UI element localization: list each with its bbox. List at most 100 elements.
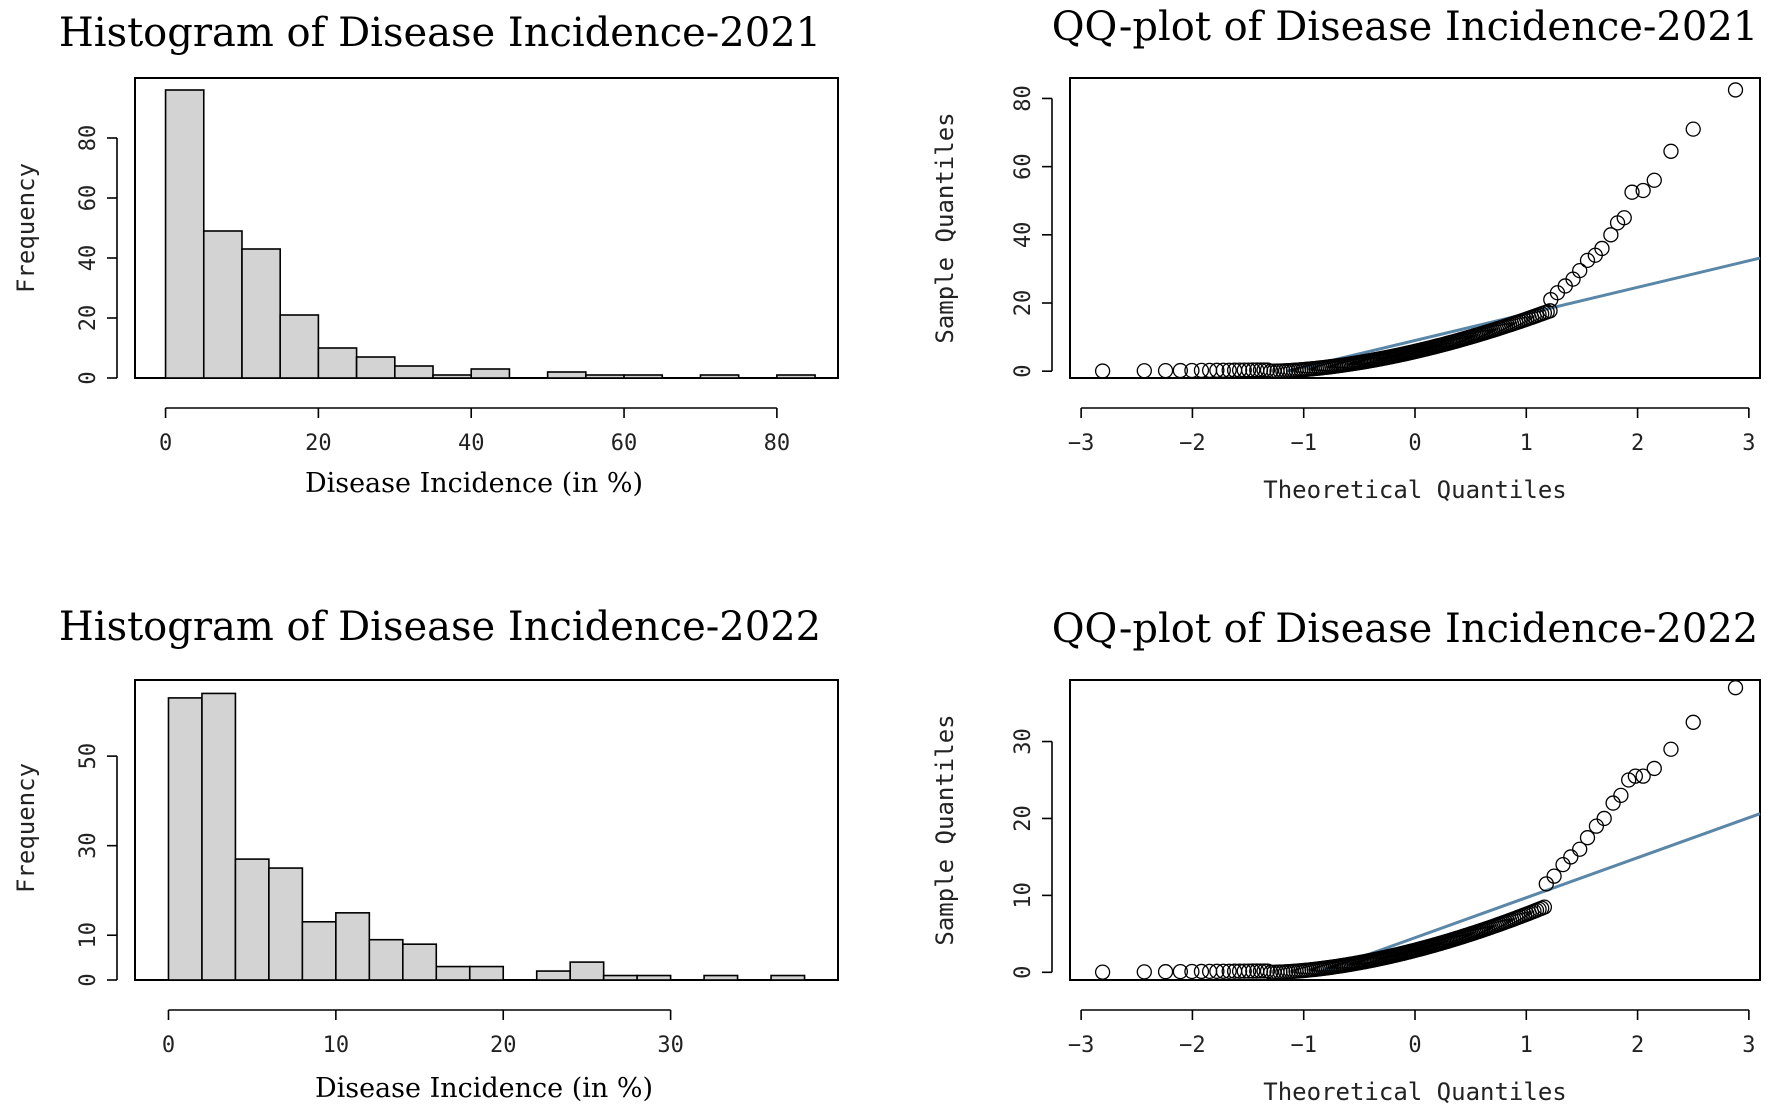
x-tick-label: 60 [611, 431, 638, 456]
y-tick-label: 80 [1011, 85, 1036, 112]
histogram-bar [279, 314, 320, 379]
y-axis-label: Frequency [12, 763, 40, 893]
y-axis-label: Sample Quantiles [931, 714, 959, 945]
x-tick-label: 3 [1742, 431, 1755, 456]
y-tick-label: 40 [76, 245, 101, 272]
qq-point [1663, 143, 1679, 159]
y-tick-label: 20 [1011, 290, 1036, 317]
qqplot-2021-panel: QQ-plot of Disease Incidence-2021 Sample… [931, 4, 1761, 504]
x-tick-label: 40 [458, 431, 485, 456]
y-tick-label: 80 [76, 125, 101, 152]
histogram-2022-panel: Histogram of Disease Incidence-2022 Freq… [12, 604, 839, 1104]
y-tick-label: 0 [76, 973, 101, 986]
x-tick-label: 1 [1520, 1033, 1533, 1058]
histogram-bar [201, 692, 237, 981]
y-tick-label: 40 [1011, 222, 1036, 249]
y-axis-label: Sample Quantiles [931, 112, 959, 343]
chart-title: QQ-plot of Disease Incidence-2021 [1052, 4, 1758, 50]
qq-point [1193, 362, 1210, 379]
qq-point [1587, 247, 1603, 263]
plot-frame [1069, 679, 1761, 981]
qq-point [1157, 362, 1174, 379]
qq-point [1663, 741, 1679, 757]
x-tick-label: 30 [657, 1033, 684, 1058]
qq-point [1563, 849, 1579, 865]
x-tick-label: −1 [1290, 1033, 1317, 1058]
qq-point [1536, 899, 1553, 915]
qq-point [1209, 362, 1225, 378]
x-axis: 0 10 20 30 [162, 1009, 684, 1058]
qq-point [1221, 362, 1237, 378]
qq-point [1605, 795, 1621, 811]
x-axis-label: Theoretical Quantiles [1263, 1078, 1566, 1106]
qq-point [1588, 818, 1605, 834]
y-tick-label: 10 [76, 922, 101, 949]
histogram-bar [394, 365, 434, 379]
qq-point [1635, 768, 1651, 784]
y-tick-label: 30 [1011, 728, 1036, 755]
qq-point [1094, 964, 1111, 980]
qq-point [1236, 963, 1252, 979]
qq-point [1609, 215, 1626, 231]
histogram-2021-panel: Histogram of Disease Incidence-2021 Freq… [12, 10, 839, 499]
x-tick-label: 0 [159, 431, 172, 456]
qq-point [1646, 760, 1662, 777]
y-tick-label: 0 [1011, 966, 1036, 979]
y-tick-label: 30 [76, 832, 101, 859]
plot-frame [1069, 77, 1761, 379]
x-tick-label: 0 [162, 1033, 175, 1058]
x-tick-label: 2 [1631, 431, 1644, 456]
qq-point [1256, 362, 1272, 378]
histogram-bar [435, 965, 471, 981]
qq-point [1538, 876, 1554, 892]
qq-point [1184, 963, 1200, 980]
histogram-bars [164, 89, 816, 379]
qq-point [1215, 963, 1231, 979]
histogram-bar [241, 248, 281, 379]
y-axis: 0 10 20 30 [1011, 728, 1053, 979]
histogram-bar [470, 368, 511, 379]
x-tick-label: −2 [1179, 431, 1206, 456]
x-tick-label: 0 [1408, 1033, 1421, 1058]
qq-point [1727, 680, 1744, 696]
qq-point [1613, 787, 1629, 804]
qq-point [1596, 810, 1612, 827]
qq-point [1215, 362, 1231, 378]
histogram-bar [402, 943, 438, 981]
x-axis: 0 20 40 60 80 [159, 407, 790, 456]
histogram-bar [703, 974, 739, 981]
histogram-bar [167, 697, 203, 981]
x-tick-label: 20 [490, 1033, 517, 1058]
histogram-bar [468, 965, 505, 981]
qq-point [1256, 963, 1272, 979]
y-tick-label: 60 [1011, 153, 1036, 180]
histogram-bar [535, 970, 571, 981]
qq-point [1624, 184, 1640, 200]
chart-title: QQ-plot of Disease Incidence-2022 [1052, 606, 1758, 652]
qq-point [1193, 963, 1210, 980]
qq-point [1184, 362, 1200, 379]
y-tick-label: 20 [76, 305, 101, 332]
qq-point [1546, 868, 1562, 884]
y-tick-label: 50 [76, 743, 101, 770]
histogram-bar [355, 356, 396, 379]
qq-point [1245, 362, 1261, 378]
x-tick-label: 1 [1520, 431, 1533, 456]
qq-point [1263, 363, 1279, 379]
histogram-bar [268, 867, 304, 981]
qq-point [1231, 362, 1248, 378]
histogram-bar [623, 374, 664, 379]
reference-line [1318, 812, 1761, 974]
qq-point [1542, 303, 1558, 319]
qq-point [1172, 362, 1189, 379]
x-tick-label: 0 [1408, 431, 1421, 456]
x-axis-label: Disease Incidence (in %) [305, 468, 643, 499]
y-tick-label: 0 [76, 371, 101, 384]
qq-point [1543, 291, 1559, 308]
qq-point [1136, 363, 1152, 379]
x-axis-label: Disease Incidence (in %) [315, 1073, 653, 1104]
qq-point [1245, 963, 1261, 979]
histogram-bar [301, 920, 337, 981]
histogram-bar [317, 347, 358, 379]
